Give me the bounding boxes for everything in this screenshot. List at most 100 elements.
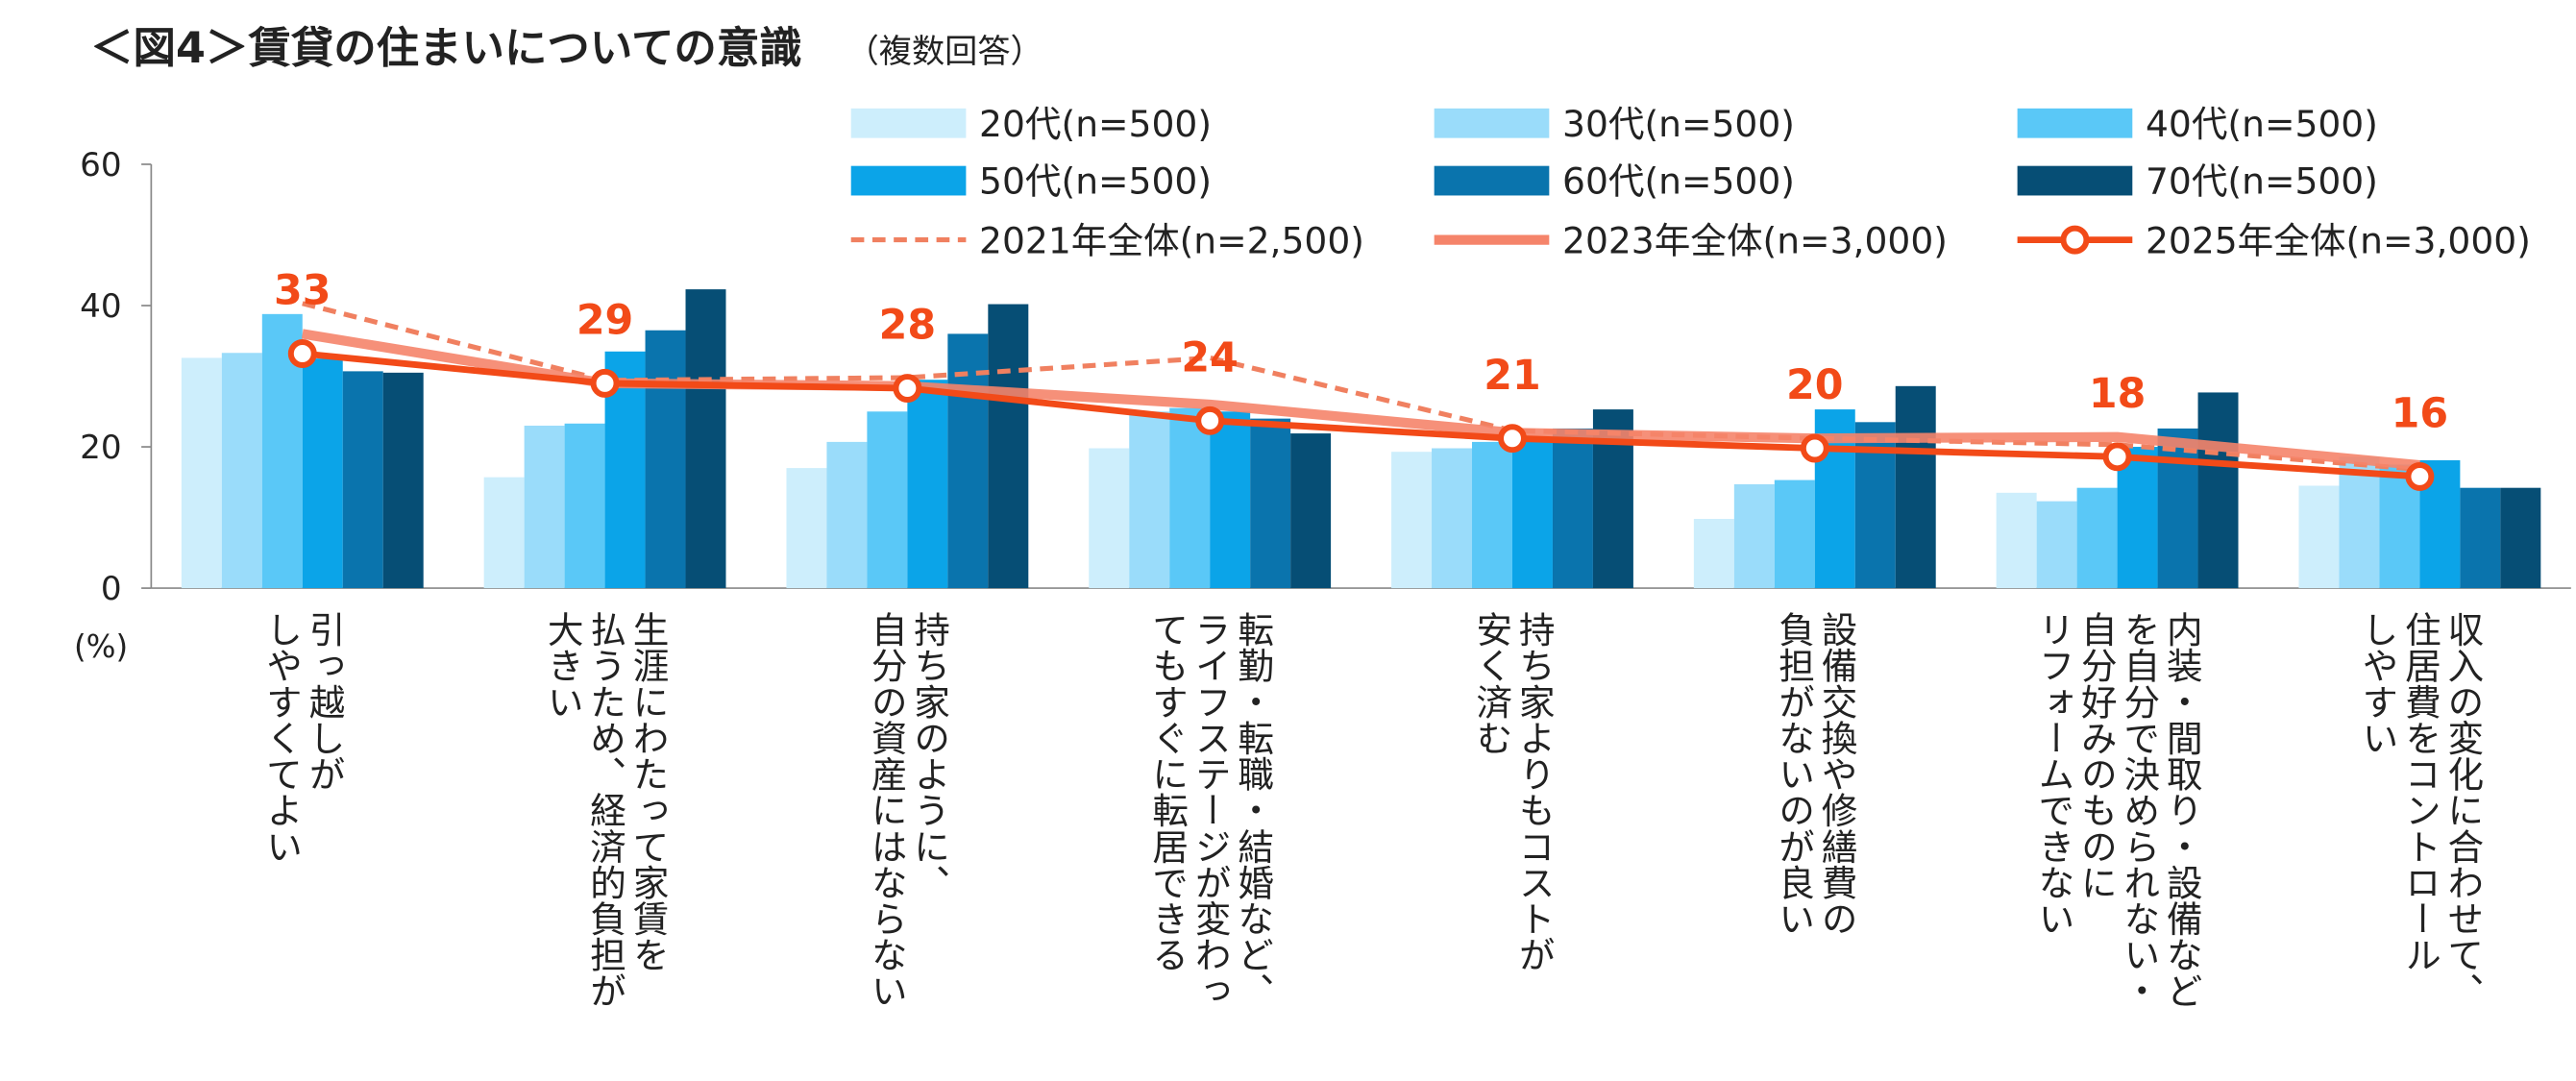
bar xyxy=(685,289,726,589)
x-tick-label: 転勤・転職・結婚など、 xyxy=(1232,611,1274,1009)
legend-label: 30代(n=500) xyxy=(1562,103,1795,145)
x-tick-label: 大きい xyxy=(541,611,583,720)
line-marker xyxy=(1195,405,1225,435)
x-tick-label: 自分好みのものに xyxy=(2074,611,2117,900)
bar xyxy=(2298,485,2340,589)
y-tick-label: 0 xyxy=(101,570,122,608)
line-marker xyxy=(893,374,922,403)
legend-label: 70代(n=500) xyxy=(2146,160,2378,203)
x-tick-label: 生涯にわたって家賃を xyxy=(626,611,669,972)
bar xyxy=(302,358,343,589)
legend-swatch xyxy=(850,108,967,138)
x-tick-label: 引っ越しが xyxy=(303,611,345,792)
bar xyxy=(483,477,525,589)
bar xyxy=(1089,448,1130,589)
legend-label: 40代(n=500) xyxy=(2146,103,2378,145)
x-tick-label: 持ち家のように、 xyxy=(908,611,950,900)
bar xyxy=(867,411,908,589)
legend-swatch xyxy=(1434,108,1550,138)
legend-label: 2025年全体(n=3,000) xyxy=(2146,219,2531,261)
bar xyxy=(786,468,827,589)
x-tick-label: 安く済む xyxy=(1470,611,1512,755)
bar xyxy=(826,441,868,589)
legend-swatch xyxy=(2017,165,2133,196)
legend-swatch xyxy=(2017,108,2133,138)
bar xyxy=(645,330,686,589)
x-tick-label: しやすくてよい xyxy=(260,611,303,864)
data-label: 29 xyxy=(577,297,633,345)
line-marker xyxy=(2405,461,2435,491)
bar xyxy=(1169,407,1211,589)
bar xyxy=(2197,392,2239,589)
line-marker xyxy=(2102,442,2132,472)
legend-label: 20代(n=500) xyxy=(979,103,1212,145)
bar xyxy=(907,380,948,589)
y-unit: (%) xyxy=(74,628,128,665)
data-label: 28 xyxy=(879,302,936,350)
bar xyxy=(988,304,1029,589)
bar xyxy=(1733,484,1775,589)
chart-title: ＜図4＞賃貸の住まいについての意識 xyxy=(90,24,802,73)
bar xyxy=(181,357,222,589)
bar xyxy=(564,423,605,589)
x-tick-label: しやすい xyxy=(2356,611,2398,755)
bar xyxy=(947,333,989,589)
line-marker xyxy=(590,368,620,398)
bar xyxy=(1693,519,1734,589)
bar xyxy=(2339,456,2380,589)
bar xyxy=(1290,433,1332,589)
x-tick-label: 自分の資産にはならない xyxy=(865,611,907,1009)
bar xyxy=(1996,492,2037,589)
y-tick-label: 60 xyxy=(80,146,122,184)
bar xyxy=(1250,418,1291,589)
x-tick-label: リフォームできない xyxy=(2032,611,2074,936)
x-tick-label: を自分で決められない・ xyxy=(2118,611,2160,1009)
bar xyxy=(2460,487,2501,589)
bar xyxy=(2157,428,2198,589)
bar xyxy=(2117,447,2158,589)
data-label: 24 xyxy=(1181,334,1238,382)
x-tick-label: 住居費をコントロール xyxy=(2398,611,2441,972)
bar xyxy=(1210,411,1251,589)
data-label: 33 xyxy=(274,267,331,315)
bar xyxy=(1129,411,1170,589)
data-label: 18 xyxy=(2089,370,2146,418)
legend-swatch xyxy=(850,165,967,196)
bar xyxy=(221,353,262,589)
x-tick-label: 収入の変化に合わせて、 xyxy=(2441,611,2484,1009)
line-marker xyxy=(287,339,317,368)
bar xyxy=(1472,441,1512,589)
line-marker xyxy=(1498,424,1527,454)
legend-label: 2023年全体(n=3,000) xyxy=(1562,219,1948,261)
chart-subtitle: （複数回答） xyxy=(846,33,1043,71)
x-tick-label: ライフステージが変わっ xyxy=(1189,611,1231,1009)
line-marker xyxy=(1800,433,1829,463)
legend-label: 2021年全体(n=2,500) xyxy=(979,219,1364,261)
x-tick-label: 払うため、経済的負担が xyxy=(584,611,626,1009)
line-marker xyxy=(302,350,2420,480)
x-tick-label: 内装・間取り・設備など xyxy=(2160,611,2202,1009)
bar xyxy=(2500,487,2541,589)
y-tick-label: 40 xyxy=(80,287,122,326)
legend-swatch xyxy=(1434,165,1550,196)
bar xyxy=(342,371,383,589)
y-tick-label: 20 xyxy=(80,429,122,467)
bar xyxy=(1774,479,1815,589)
bar xyxy=(1511,439,1553,589)
legend-label: 50代(n=500) xyxy=(979,160,1212,203)
bar xyxy=(2036,501,2077,589)
bar xyxy=(2076,487,2118,589)
bar xyxy=(382,372,424,589)
legend-marker xyxy=(2060,225,2090,255)
x-tick-label: 負担がないのが良い xyxy=(1773,611,1815,936)
line-dashed xyxy=(302,301,2420,473)
bar xyxy=(1552,428,1593,589)
bar xyxy=(524,425,565,589)
x-tick-label: てもすぐに転居できる xyxy=(1146,611,1189,972)
data-label: 21 xyxy=(1484,352,1540,400)
x-tick-label: 持ち家よりもコストが xyxy=(1512,611,1555,972)
data-label: 16 xyxy=(2392,390,2448,438)
bar xyxy=(1391,452,1433,589)
bar xyxy=(1432,448,1473,589)
